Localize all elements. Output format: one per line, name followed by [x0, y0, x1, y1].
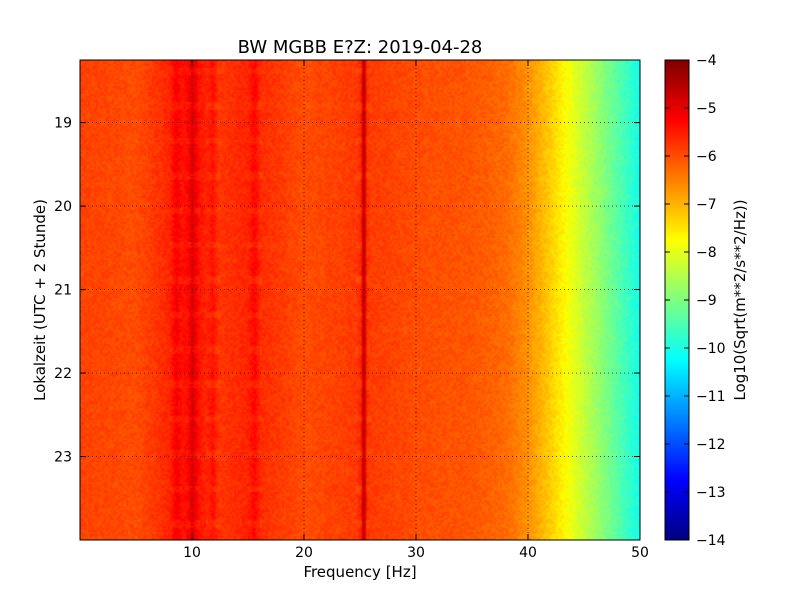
chart-title: BW MGBB E?Z: 2019-04-28 [238, 37, 483, 58]
y-tick-label: 23 [54, 450, 72, 466]
spectrogram-heatmap [80, 60, 640, 540]
x-axis-ticks: 10 20 30 40 50 [183, 60, 649, 561]
x-tick-label: 20 [295, 545, 313, 561]
plot-frame [79, 59, 641, 541]
colorbar-tick-label: −4 [696, 53, 717, 69]
y-axis-label: Lokalzeit (UTC + 2 Stunde) [31, 199, 49, 401]
colorbar-tick-label: −7 [696, 197, 717, 213]
colorbar-ticks: −4 −5 −6 −7 −8 −9 −10 −11 −12 −13 −14 [665, 53, 726, 549]
colorbar-label: Log10(Sqrt(m**2/s**2/Hz)) [731, 199, 749, 400]
y-tick-label: 19 [54, 116, 72, 132]
spectrogram-plot: 10 20 30 40 50 19 20 21 22 23 [54, 59, 649, 561]
y-axis-ticks: 19 20 21 22 23 [54, 116, 640, 466]
x-tick-label: 10 [183, 545, 201, 561]
colorbar-tick-label: −9 [696, 293, 717, 309]
x-tick-label: 50 [631, 545, 649, 561]
colorbar-tick-label: −5 [696, 101, 717, 117]
x-axis-label: Frequency [Hz] [303, 563, 416, 581]
y-tick-label: 20 [54, 199, 72, 215]
colorbar-tick-label: −10 [696, 341, 726, 357]
y-tick-label: 21 [54, 283, 72, 299]
colorbar-tick-label: −8 [696, 245, 717, 261]
colorbar-tick-label: −6 [696, 149, 717, 165]
x-tick-label: 40 [519, 545, 537, 561]
x-tick-label: 30 [407, 545, 425, 561]
colorbar-tick-label: −11 [696, 389, 726, 405]
colorbar: −4 −5 −6 −7 −8 −9 −10 −11 −12 −13 −14 Log10(Sqrt(m… [664, 53, 749, 549]
colorbar-tick-label: −13 [696, 485, 726, 501]
colorbar-tick-label: −14 [696, 533, 726, 549]
grid [80, 60, 640, 540]
y-tick-label: 22 [54, 366, 72, 382]
colorbar-tick-label: −12 [696, 437, 726, 453]
